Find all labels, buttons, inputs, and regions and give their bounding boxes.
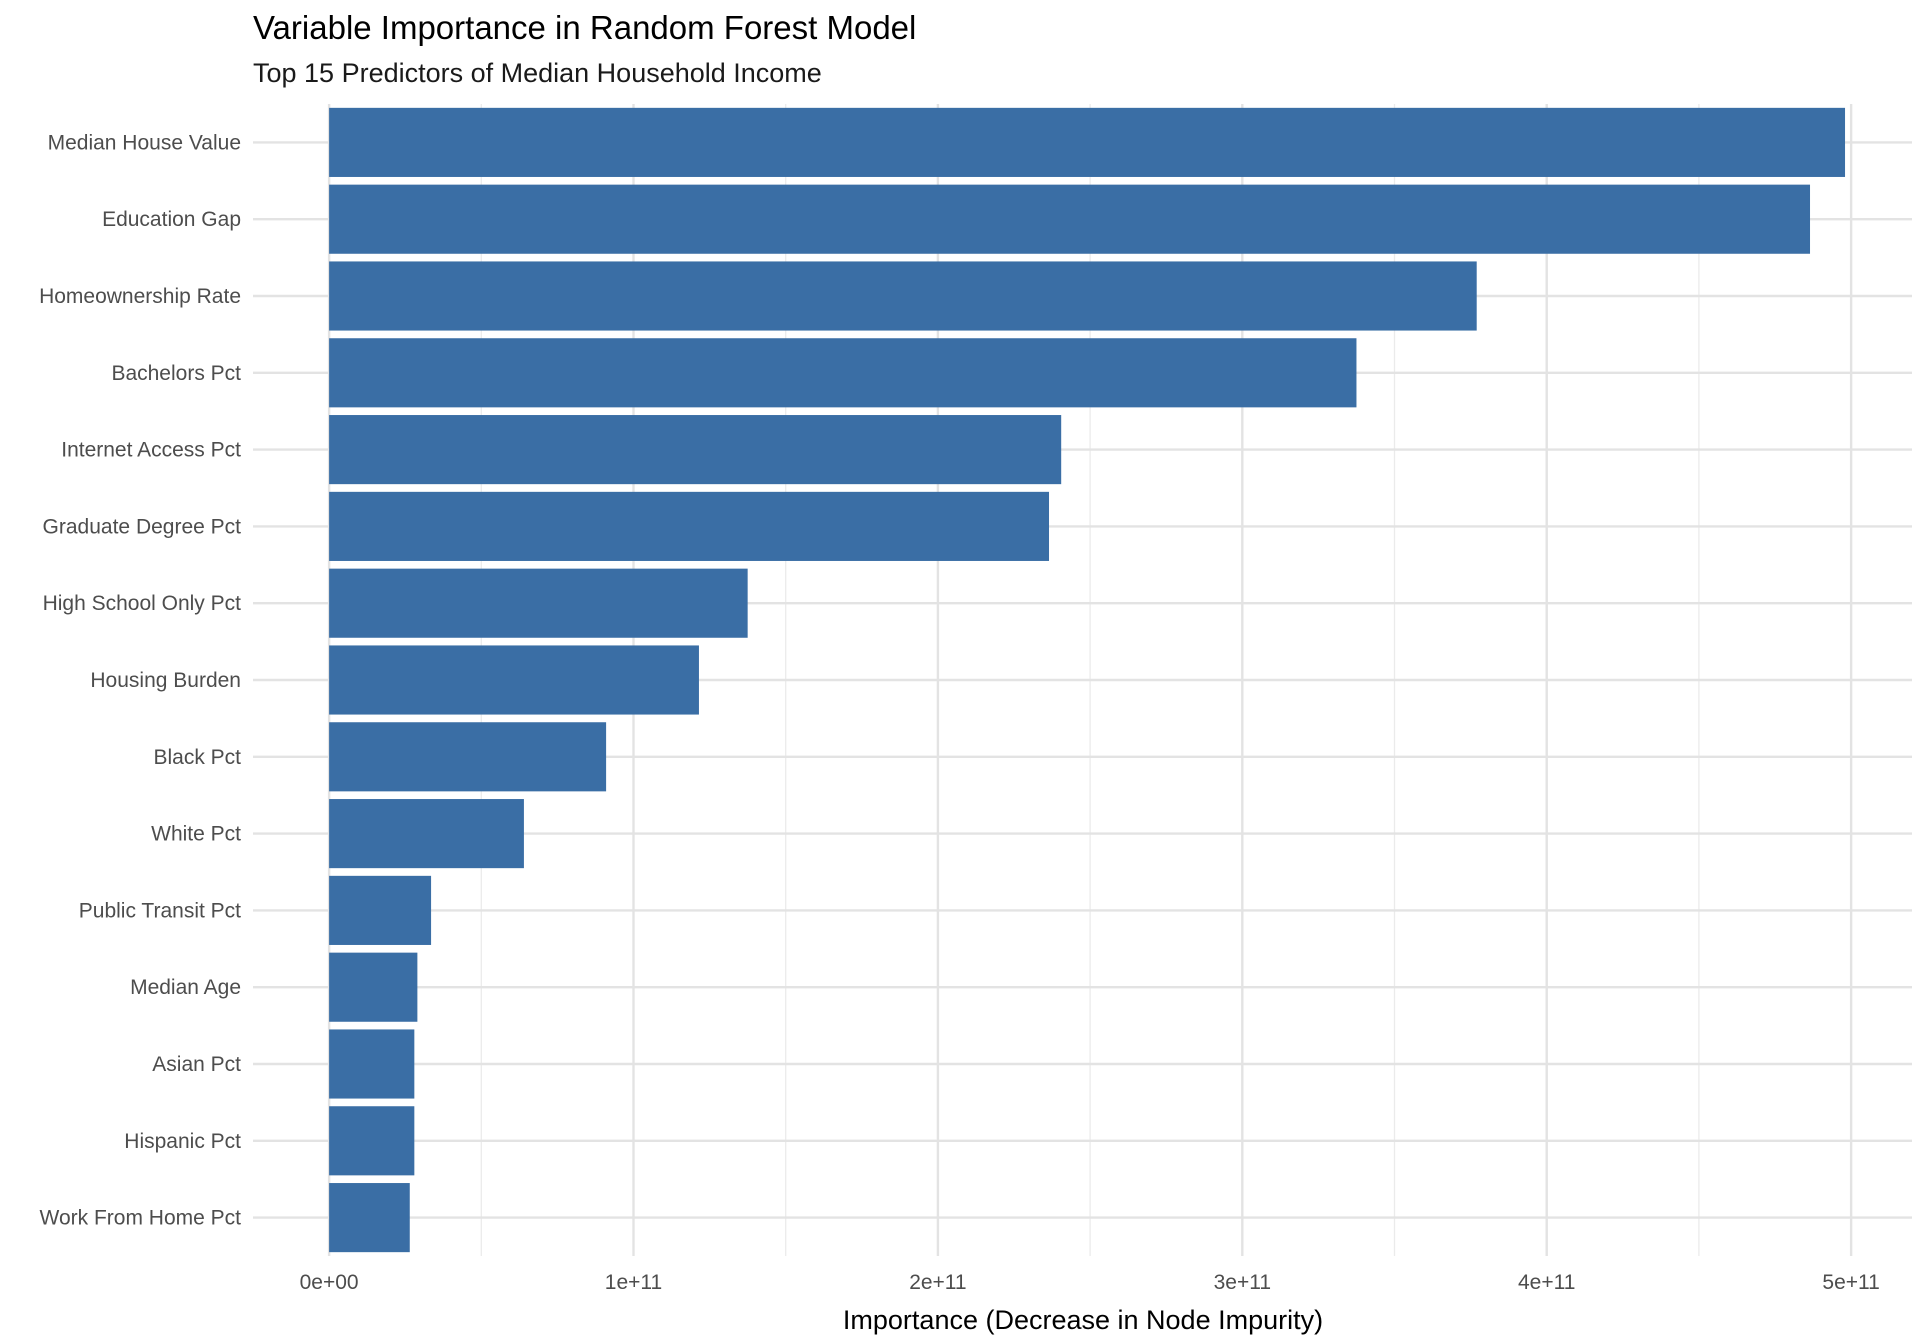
y-tick-label: Bachelors Pct bbox=[111, 362, 241, 385]
bar bbox=[329, 1183, 410, 1253]
chart-subtitle: Top 15 Predictors of Median Household In… bbox=[253, 58, 822, 88]
bar bbox=[329, 184, 1811, 254]
bar bbox=[329, 875, 432, 945]
y-tick-label: Homeownership Rate bbox=[39, 285, 241, 308]
y-tick-label: White Pct bbox=[151, 823, 241, 846]
bar bbox=[329, 952, 418, 1022]
y-tick-label: Graduate Degree Pct bbox=[43, 515, 242, 538]
bars bbox=[329, 107, 1846, 1253]
x-tick-label: 1e+11 bbox=[605, 1271, 662, 1294]
x-tick-label: 4e+11 bbox=[1518, 1271, 1575, 1294]
x-axis-tick-labels: 0e+00 1e+11 2e+11 3e+11 4e+11 5e+11 bbox=[300, 1271, 1880, 1294]
x-tick-label: 2e+11 bbox=[909, 1271, 966, 1294]
bar bbox=[329, 415, 1062, 485]
bar bbox=[329, 491, 1050, 561]
bar bbox=[329, 338, 1357, 408]
chart-title: Variable Importance in Random Forest Mod… bbox=[253, 9, 916, 46]
x-axis-label: Importance (Decrease in Node Impurity) bbox=[843, 1305, 1323, 1335]
y-tick-label: Median Age bbox=[130, 976, 241, 999]
y-tick-label: Housing Burden bbox=[90, 669, 241, 692]
y-tick-label: Median House Value bbox=[48, 131, 241, 154]
y-tick-label: Hispanic Pct bbox=[124, 1130, 241, 1153]
bar bbox=[329, 568, 748, 638]
bar bbox=[329, 645, 699, 715]
y-tick-label: High School Only Pct bbox=[43, 592, 242, 615]
y-tick-label: Asian Pct bbox=[152, 1053, 241, 1076]
bar bbox=[329, 722, 607, 792]
x-tick-label: 0e+00 bbox=[300, 1271, 359, 1294]
bar bbox=[329, 799, 524, 869]
y-tick-label: Work From Home Pct bbox=[40, 1207, 242, 1230]
bar bbox=[329, 1106, 415, 1176]
bar bbox=[329, 107, 1846, 177]
y-tick-label: Internet Access Pct bbox=[61, 439, 241, 462]
y-axis-tick-labels: Median House Value Education Gap Homeowner… bbox=[39, 131, 241, 1229]
y-tick-label: Public Transit Pct bbox=[79, 899, 241, 922]
x-tick-label: 3e+11 bbox=[1214, 1271, 1271, 1294]
y-tick-label: Black Pct bbox=[153, 746, 241, 769]
y-tick-label: Education Gap bbox=[102, 208, 241, 231]
bar bbox=[329, 261, 1477, 331]
x-tick-label: 5e+11 bbox=[1822, 1271, 1879, 1294]
bar bbox=[329, 1029, 415, 1099]
